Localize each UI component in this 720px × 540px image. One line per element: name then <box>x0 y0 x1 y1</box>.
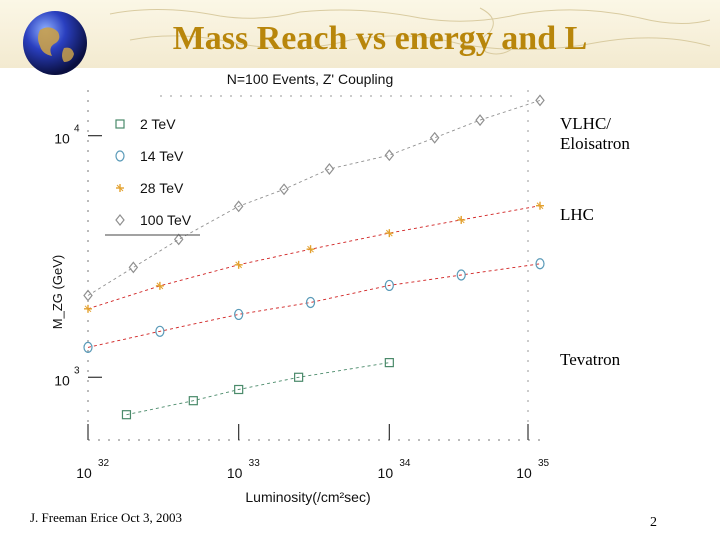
data-point <box>324 163 335 175</box>
annotation-tevatron: Tevatron <box>560 350 621 369</box>
y-tick-exponent: 4 <box>74 124 80 135</box>
data-point <box>384 358 394 368</box>
data-point <box>233 200 244 213</box>
data-point <box>305 296 316 309</box>
fit-line-100-tev <box>87 99 541 296</box>
data-point <box>384 279 394 292</box>
data-point <box>234 384 244 395</box>
annotation-eloisatron: Eloisatron <box>560 134 630 153</box>
legend-label: 14 TeV <box>140 148 184 164</box>
data-point <box>294 372 304 382</box>
data-point <box>83 289 93 302</box>
y-tick-label: 10 <box>54 131 70 147</box>
data-point <box>475 114 485 127</box>
annotation-lhc: LHC <box>560 205 594 224</box>
legend-label: 100 TeV <box>140 212 192 228</box>
data-point <box>115 214 125 226</box>
plot-frame <box>87 90 540 441</box>
data-point <box>384 149 395 162</box>
legend-label: 28 TeV <box>140 180 184 196</box>
data-point <box>456 269 466 281</box>
data-point <box>306 245 315 254</box>
globe-icon <box>23 11 87 75</box>
x-axis-label: Luminosity(/cm²sec) <box>245 489 370 505</box>
world-map-outline <box>109 7 711 55</box>
data-point <box>279 183 289 196</box>
slide-title: Mass Reach vs energy and L <box>172 20 588 57</box>
star-stroke <box>457 216 465 224</box>
x-tick-label: 10 <box>227 465 243 481</box>
fit-line-14-tev <box>87 263 541 348</box>
y-axis-label: M_ZG (GeV) <box>50 255 65 329</box>
annotation-vlhc: VLHC/ <box>560 114 611 133</box>
data-point <box>457 215 466 224</box>
data-point <box>234 308 244 321</box>
star-stroke <box>536 202 544 210</box>
x-tick-label: 10 <box>378 465 394 481</box>
star-stroke <box>116 184 124 192</box>
star-stroke <box>385 229 393 237</box>
data-point <box>115 150 125 162</box>
star-stroke <box>156 282 164 290</box>
x-tick-exponent: 32 <box>98 458 110 469</box>
data-point <box>83 341 93 353</box>
x-tick-exponent: 34 <box>399 458 411 469</box>
chart-title: N=100 Events, Z' Coupling <box>227 71 394 87</box>
data-point <box>115 119 125 129</box>
data-point <box>535 258 545 270</box>
y-tick-exponent: 3 <box>74 365 80 376</box>
page-number: 2 <box>650 515 657 530</box>
data-point <box>536 201 544 210</box>
x-tick-label: 10 <box>76 465 92 481</box>
data-point <box>173 233 184 246</box>
data-point <box>385 229 394 238</box>
y-tick-label: 10 <box>54 372 70 388</box>
footer-credit: J. Freeman Erice Oct 3, 2003 <box>30 510 182 525</box>
fit-line-2-tev <box>126 362 390 416</box>
data-point <box>155 325 165 337</box>
data-point <box>535 94 545 107</box>
x-tick-label: 10 <box>516 465 532 481</box>
data-point <box>84 304 92 313</box>
world-map-banner <box>0 0 720 68</box>
data-point <box>155 281 164 290</box>
legend-label: 2 TeV <box>140 116 176 132</box>
x-tick-exponent: 35 <box>538 458 550 469</box>
legend: 2 TeV 14 TeV 28 TeV 100 TeV <box>105 116 200 236</box>
data-point <box>128 261 139 274</box>
data-point <box>116 184 124 192</box>
data-point <box>429 131 440 144</box>
star-stroke <box>307 245 314 253</box>
data-points <box>83 94 545 420</box>
star-stroke <box>84 305 92 313</box>
data-point <box>121 410 132 420</box>
x-tick-exponent: 33 <box>249 458 261 469</box>
star-stroke <box>235 261 243 269</box>
data-point <box>234 260 243 269</box>
axis-ticks: 10 32 10 33 10 34 10 35 10 3 10 4 <box>54 124 549 481</box>
data-point <box>188 396 198 406</box>
